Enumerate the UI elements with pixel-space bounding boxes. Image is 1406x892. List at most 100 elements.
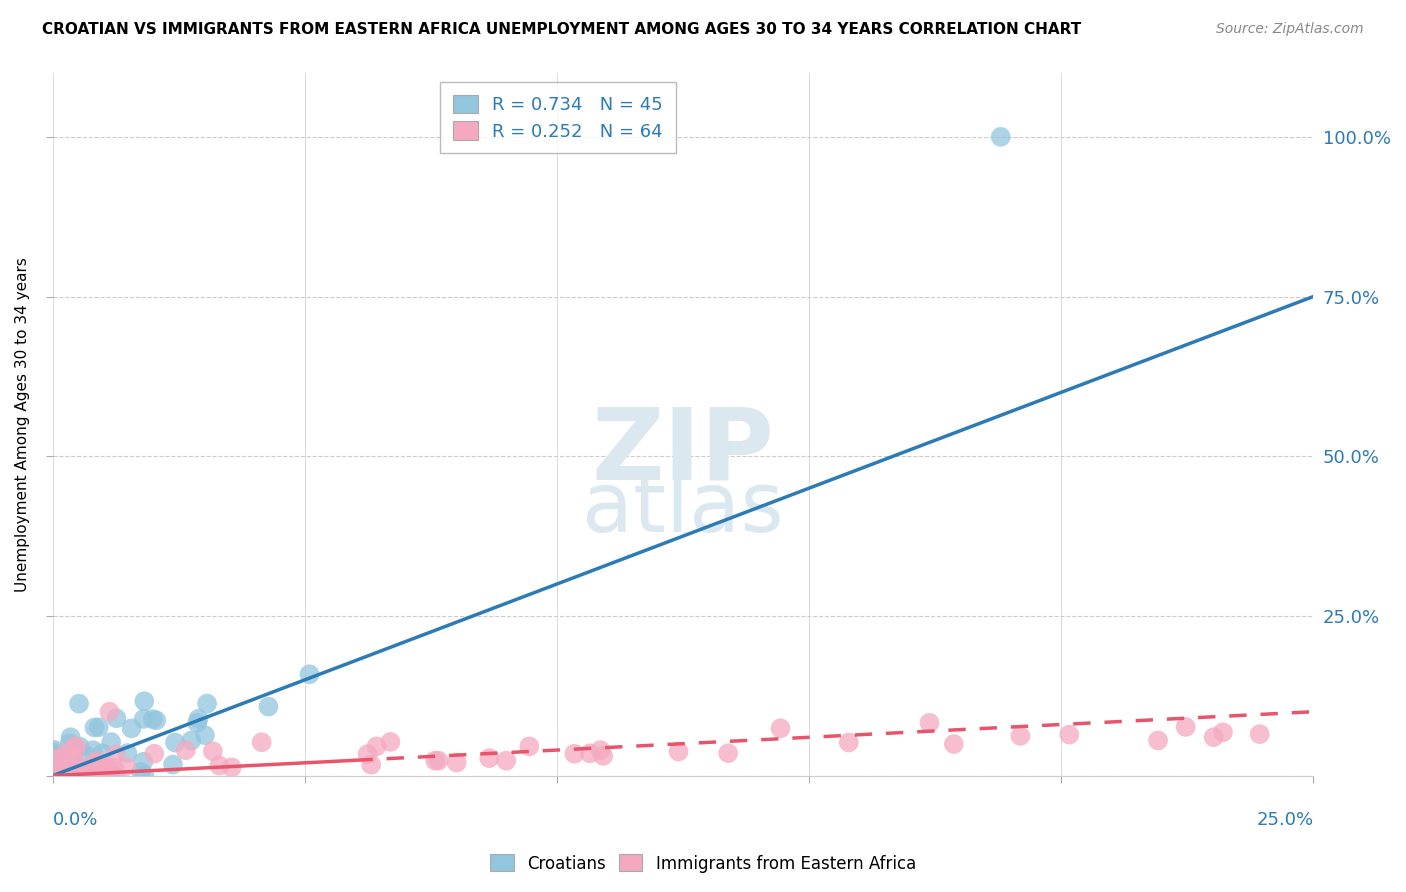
Point bbox=[250, 735, 273, 749]
Point bbox=[564, 747, 586, 761]
Point bbox=[427, 754, 450, 768]
Point bbox=[49, 768, 72, 782]
Point bbox=[44, 747, 66, 762]
Point bbox=[769, 721, 792, 735]
Point bbox=[517, 739, 540, 754]
Point bbox=[145, 713, 167, 727]
Point bbox=[59, 730, 82, 744]
Point bbox=[589, 743, 612, 757]
Point bbox=[59, 736, 82, 750]
Point bbox=[1202, 730, 1225, 744]
Point bbox=[115, 759, 138, 773]
Text: CROATIAN VS IMMIGRANTS FROM EASTERN AFRICA UNEMPLOYMENT AMONG AGES 30 TO 34 YEAR: CROATIAN VS IMMIGRANTS FROM EASTERN AFRI… bbox=[42, 22, 1081, 37]
Point bbox=[132, 712, 155, 726]
Point bbox=[132, 755, 155, 769]
Point bbox=[66, 768, 89, 782]
Point bbox=[82, 743, 104, 757]
Point bbox=[45, 769, 67, 783]
Point bbox=[45, 768, 67, 782]
Point bbox=[67, 769, 90, 783]
Point bbox=[98, 705, 121, 719]
Point bbox=[1212, 725, 1234, 739]
Point bbox=[48, 764, 70, 779]
Point bbox=[63, 769, 86, 783]
Point bbox=[60, 747, 83, 761]
Point bbox=[59, 755, 82, 769]
Point bbox=[186, 716, 208, 731]
Point bbox=[990, 129, 1012, 144]
Point bbox=[76, 769, 98, 783]
Point bbox=[163, 735, 186, 749]
Point bbox=[73, 766, 96, 780]
Point bbox=[53, 761, 76, 775]
Point bbox=[1249, 727, 1271, 741]
Point bbox=[73, 764, 96, 778]
Point bbox=[45, 763, 67, 777]
Point bbox=[366, 739, 388, 754]
Point bbox=[77, 760, 100, 774]
Point bbox=[97, 760, 120, 774]
Point bbox=[56, 765, 79, 780]
Point bbox=[86, 754, 108, 768]
Point bbox=[62, 752, 84, 766]
Point bbox=[298, 667, 321, 681]
Point bbox=[134, 769, 156, 783]
Point bbox=[63, 739, 86, 754]
Point bbox=[98, 764, 121, 778]
Point bbox=[121, 722, 143, 736]
Point bbox=[446, 756, 468, 770]
Point bbox=[91, 746, 114, 760]
Point bbox=[44, 754, 66, 768]
Point bbox=[425, 754, 447, 768]
Point bbox=[44, 752, 66, 766]
Point bbox=[104, 761, 127, 775]
Legend: R = 0.734   N = 45, R = 0.252   N = 64: R = 0.734 N = 45, R = 0.252 N = 64 bbox=[440, 82, 676, 153]
Point bbox=[62, 749, 84, 764]
Point bbox=[356, 747, 378, 761]
Point bbox=[221, 760, 243, 774]
Point bbox=[717, 746, 740, 760]
Point bbox=[129, 764, 152, 779]
Point bbox=[579, 747, 602, 761]
Point bbox=[65, 740, 87, 755]
Point bbox=[1010, 729, 1032, 743]
Point bbox=[380, 735, 402, 749]
Point bbox=[187, 712, 209, 726]
Point bbox=[42, 743, 65, 757]
Point bbox=[58, 758, 80, 772]
Point bbox=[143, 747, 166, 761]
Point bbox=[134, 694, 156, 708]
Point bbox=[201, 744, 224, 758]
Text: Source: ZipAtlas.com: Source: ZipAtlas.com bbox=[1216, 22, 1364, 37]
Point bbox=[1147, 733, 1170, 747]
Point bbox=[48, 766, 70, 780]
Point bbox=[93, 764, 115, 779]
Point bbox=[360, 757, 382, 772]
Point bbox=[195, 697, 218, 711]
Point bbox=[76, 748, 98, 763]
Point bbox=[918, 715, 941, 730]
Text: ZIP: ZIP bbox=[592, 404, 775, 501]
Point bbox=[44, 763, 66, 777]
Point bbox=[942, 737, 965, 751]
Point bbox=[55, 746, 77, 760]
Point bbox=[174, 743, 197, 757]
Point bbox=[257, 699, 280, 714]
Point bbox=[478, 751, 501, 765]
Point bbox=[72, 769, 94, 783]
Point bbox=[91, 762, 114, 776]
Point bbox=[48, 769, 70, 783]
Point bbox=[67, 697, 90, 711]
Point bbox=[104, 769, 127, 783]
Point bbox=[668, 745, 690, 759]
Point bbox=[1174, 720, 1197, 734]
Point bbox=[1059, 728, 1081, 742]
Point bbox=[592, 748, 614, 763]
Point bbox=[194, 728, 217, 742]
Point bbox=[104, 747, 127, 762]
Point bbox=[162, 757, 184, 772]
Point bbox=[495, 754, 517, 768]
Text: 25.0%: 25.0% bbox=[1256, 811, 1313, 829]
Point bbox=[100, 735, 122, 749]
Point bbox=[56, 763, 79, 777]
